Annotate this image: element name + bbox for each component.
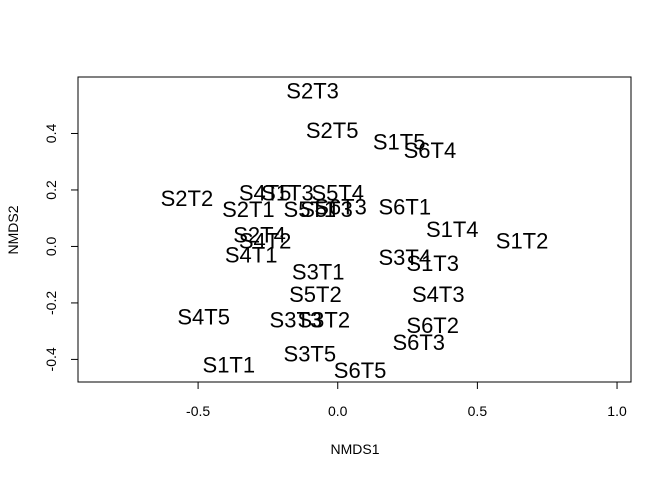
point-label: S5T4 bbox=[311, 180, 364, 205]
point-label: S4T2 bbox=[239, 228, 292, 253]
y-tick-label: -0.4 bbox=[43, 347, 59, 371]
point-label: S2T3 bbox=[286, 79, 339, 104]
point-label: S6T1 bbox=[378, 194, 431, 219]
x-tick-label: -0.5 bbox=[186, 403, 210, 419]
point-label: S5T2 bbox=[289, 282, 342, 307]
x-tick-label: 0.5 bbox=[468, 403, 488, 419]
y-tick-label: 0.4 bbox=[43, 124, 59, 144]
point-label: S6T2 bbox=[406, 313, 459, 338]
point-label: S1T1 bbox=[203, 353, 256, 378]
point-label: S3T3 bbox=[270, 307, 323, 332]
point-label: S6T3 bbox=[314, 194, 367, 219]
y-axis-title: NMDS2 bbox=[5, 205, 21, 254]
y-tick-label: -0.2 bbox=[43, 291, 59, 315]
point-label: S5T3 bbox=[300, 197, 353, 222]
y-tick-label: 0.2 bbox=[43, 180, 59, 200]
x-tick-label: 0.0 bbox=[328, 403, 348, 419]
point-label: S1T2 bbox=[496, 228, 549, 253]
point-label: S1T5 bbox=[373, 129, 426, 154]
x-axis: -0.5 0.0 0.5 1.0 bbox=[186, 381, 627, 419]
point-label: S6T5 bbox=[334, 358, 387, 383]
point-label: S3T4 bbox=[378, 245, 431, 270]
point-label: S1T4 bbox=[426, 217, 479, 242]
point-label: S4T3 bbox=[412, 282, 465, 307]
point-label: S2T4 bbox=[233, 223, 286, 248]
point-label: S1T3 bbox=[406, 251, 459, 276]
point-label: S6T3 bbox=[392, 330, 445, 355]
point-label: S3T5 bbox=[284, 341, 337, 366]
y-tick-label: 0.0 bbox=[43, 237, 59, 257]
point-label: S3T1 bbox=[292, 259, 345, 284]
point-label: S2T2 bbox=[161, 186, 214, 211]
point-label: S2T5 bbox=[306, 118, 359, 143]
point-label: S4T5 bbox=[239, 180, 292, 205]
point-label: S4T1 bbox=[225, 242, 278, 267]
point-label: S4T5 bbox=[177, 305, 230, 330]
point-label: S5T1 bbox=[284, 197, 337, 222]
x-axis-title: NMDS1 bbox=[330, 441, 379, 457]
point-label: S1T3 bbox=[261, 180, 314, 205]
point-label: S2T1 bbox=[222, 197, 275, 222]
point-label: S3T2 bbox=[297, 307, 350, 332]
x-tick-label: 1.0 bbox=[607, 403, 627, 419]
y-axis: -0.4 -0.2 0.0 0.2 0.4 bbox=[43, 124, 79, 371]
point-label: S6T4 bbox=[404, 138, 457, 163]
